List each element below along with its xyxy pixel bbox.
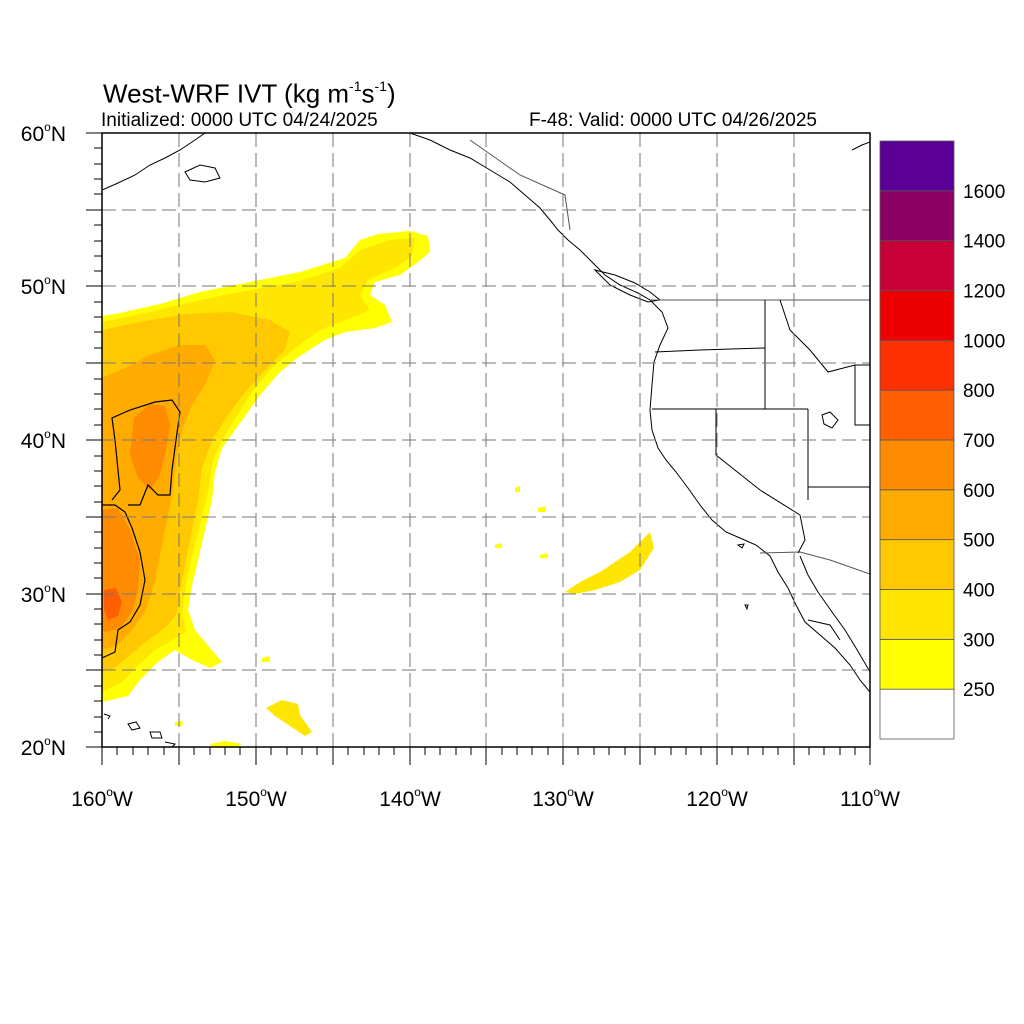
colorbar-swatch-5	[879, 439, 955, 491]
axis-ticks	[86, 132, 871, 765]
colorbar-label-1600: 1600	[963, 182, 1005, 203]
left-major-ticks	[86, 132, 102, 748]
colorbar-label-1400: 1400	[963, 232, 1005, 253]
coast-alaska-west	[102, 133, 206, 191]
left-minor-ticks	[94, 147, 102, 733]
lat-labels: 60oN 50oN 40oN 30oN 20oN	[21, 120, 66, 760]
lat-label-50: 50oN	[21, 273, 66, 299]
lon-label-140: 140oW	[379, 785, 441, 811]
colorbar-swatch-3	[879, 539, 955, 590]
lat-label-30: 30oN	[21, 581, 66, 607]
lon-label-120: 120oW	[686, 785, 748, 811]
colorbar-label-600: 600	[963, 481, 995, 502]
colorbar-label-250: 250	[963, 680, 995, 701]
state-wy	[854, 365, 870, 426]
colorbar-swatch-4	[879, 489, 955, 541]
gridlines	[102, 133, 870, 747]
lat-label-40: 40oN	[21, 427, 66, 453]
ivt-patch-south	[210, 741, 242, 747]
ivt-speck-5	[262, 656, 270, 662]
initialized-time: Initialized: 0000 UTC 04/24/2025	[101, 110, 378, 131]
island-channel	[736, 543, 745, 549]
islands	[103, 411, 839, 747]
colorbar-swatch-8	[879, 290, 955, 341]
coast-alaska-island	[184, 164, 221, 183]
colorbar-swatch-1	[879, 638, 955, 690]
island-guadalupe	[744, 604, 749, 611]
colorbar-label-1000: 1000	[963, 331, 1005, 352]
valid-time: F-48: Valid: 0000 UTC 04/26/2025	[529, 110, 817, 131]
ivt-speck-1	[538, 506, 546, 512]
lon-labels: 160oW 150oW 140oW 130oW 120oW 110oW	[71, 785, 900, 811]
lon-label-160: 160oW	[71, 785, 133, 811]
colorbar-label-1200: 1200	[963, 282, 1005, 303]
colorbar-swatch-7	[879, 339, 955, 391]
ivt-contour-700	[104, 588, 122, 620]
state-ca-nv	[715, 409, 801, 516]
lake-great-salt	[821, 411, 839, 429]
coastlines	[102, 133, 870, 693]
colorbar-swatch-9	[879, 240, 955, 291]
colorbar-label-400: 400	[963, 581, 995, 602]
colorbar-label-300: 300	[963, 630, 995, 651]
colorbar-label-500: 500	[963, 531, 995, 552]
ivt-field	[102, 133, 870, 747]
ivt-black-contour	[102, 399, 181, 659]
lon-label-110: 110oW	[840, 785, 900, 811]
colorbar-swatch-6	[879, 389, 955, 441]
ivt-contour-600b	[130, 404, 170, 490]
map-title: West-WRF IVT (kg m-1s-1)	[103, 78, 396, 109]
coast-baja-inner	[799, 555, 870, 673]
colorbar-label-700: 700	[963, 431, 995, 452]
colorbar-label-800: 800	[963, 381, 995, 402]
island-hawaii-4	[103, 713, 111, 720]
island-hawaii-1	[127, 721, 141, 731]
state-wa-or	[654, 347, 766, 353]
border-alaska-canada	[469, 139, 571, 231]
bottom-major-ticks	[101, 747, 871, 765]
colorbar-swatch-2	[879, 589, 955, 640]
bottom-minor-ticks	[116, 747, 856, 755]
lat-label-60: 60oN	[21, 120, 66, 146]
coast-hudson-ne	[851, 141, 870, 151]
state-az-ca	[797, 514, 806, 554]
coast-north-america	[409, 133, 870, 693]
ivt-speck-4	[540, 553, 548, 558]
ivt-speck-2	[515, 486, 520, 492]
island-hawaii-3	[164, 741, 177, 747]
ivt-speck-3	[495, 543, 502, 548]
island-hawaii-2	[149, 731, 163, 739]
ivt-patch-offshore	[565, 532, 654, 594]
ivt-patch-hawaii	[266, 700, 312, 736]
colorbar-swatch-10	[879, 190, 955, 242]
lat-label-20: 20oN	[21, 734, 66, 760]
colorbar-swatch-11	[879, 140, 955, 192]
lon-label-150: 150oW	[225, 785, 287, 811]
border-us-mexico	[759, 551, 870, 575]
colorbar: 250 300 400 500 600 700 800 1000 1200 1400 1600	[879, 140, 1005, 740]
lon-label-130: 130oW	[532, 785, 594, 811]
colorbar-swatch-0	[879, 688, 955, 740]
state-mt-id	[779, 299, 870, 373]
coast-mexico-inner	[807, 619, 841, 641]
